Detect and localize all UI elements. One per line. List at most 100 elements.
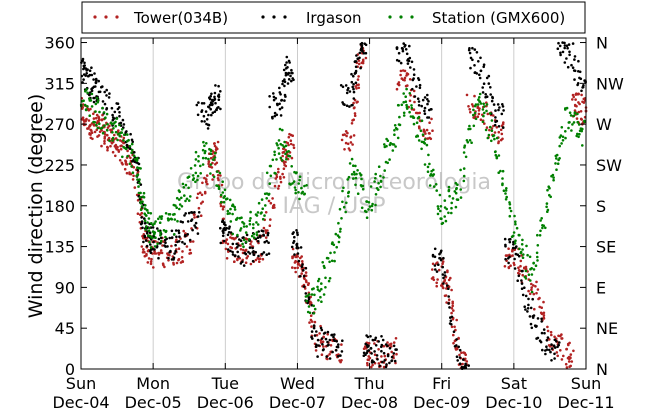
data-point <box>395 348 398 351</box>
data-point <box>558 341 561 344</box>
data-point <box>504 245 507 248</box>
data-point <box>275 175 279 179</box>
data-point <box>532 261 535 265</box>
data-point <box>402 101 406 104</box>
data-point <box>453 345 457 348</box>
data-point <box>393 124 397 127</box>
data-point <box>291 182 294 185</box>
data-point <box>292 143 295 147</box>
data-point <box>477 60 480 63</box>
data-point <box>140 205 144 208</box>
data-point <box>398 123 402 127</box>
data-point <box>384 343 388 346</box>
data-point <box>348 149 352 152</box>
data-point <box>286 82 290 85</box>
data-point <box>209 152 212 155</box>
data-point <box>306 301 310 305</box>
data-point <box>346 131 349 135</box>
data-point <box>177 258 180 262</box>
data-point <box>255 231 259 234</box>
data-point <box>346 142 350 146</box>
data-point <box>557 41 560 45</box>
data-point <box>357 86 361 90</box>
data-point <box>128 162 132 166</box>
grid-lines <box>152 38 515 369</box>
data-point <box>195 196 199 200</box>
data-point <box>417 104 421 107</box>
axis-ticks: 04590135180225270315360NNEESESSWWNWNSunD… <box>44 34 624 409</box>
data-point <box>137 185 140 188</box>
data-point <box>184 183 188 187</box>
data-point <box>94 102 98 106</box>
data-point <box>149 243 152 246</box>
data-point <box>455 318 459 322</box>
data-point <box>196 232 200 235</box>
data-point <box>360 44 364 47</box>
data-point <box>138 221 142 224</box>
data-point <box>489 93 493 96</box>
data-point <box>246 238 249 241</box>
data-point <box>154 220 157 223</box>
data-point <box>354 71 358 75</box>
data-point <box>497 171 501 174</box>
data-point <box>485 76 489 80</box>
data-point <box>514 239 517 242</box>
data-point <box>204 156 208 160</box>
data-point <box>244 261 248 265</box>
data-point <box>402 92 406 95</box>
data-point <box>454 191 458 195</box>
data-point <box>180 205 184 208</box>
data-point <box>301 260 304 263</box>
data-point <box>405 107 409 110</box>
data-point <box>497 140 501 143</box>
data-point <box>186 220 190 223</box>
data-point <box>196 192 200 196</box>
data-point <box>296 266 300 270</box>
data-point <box>256 211 260 214</box>
data-point <box>527 303 530 307</box>
data-point <box>567 43 571 46</box>
data-point <box>526 310 529 313</box>
data-point <box>338 359 341 362</box>
data-point <box>558 144 561 148</box>
data-point <box>258 260 261 264</box>
data-point <box>560 126 564 129</box>
data-point <box>391 149 395 152</box>
data-point <box>341 85 345 89</box>
data-point <box>283 163 286 167</box>
data-point <box>516 253 519 256</box>
data-point <box>388 346 392 350</box>
data-point <box>277 187 280 190</box>
data-point <box>475 72 479 75</box>
data-point <box>192 177 196 180</box>
data-point <box>388 143 392 147</box>
data-point <box>262 251 266 254</box>
legend-marker-station <box>399 15 403 19</box>
data-point <box>521 248 524 251</box>
data-point <box>362 351 366 355</box>
data-point <box>181 240 184 244</box>
data-point <box>219 226 222 230</box>
data-point <box>119 147 123 151</box>
data-point <box>462 167 466 170</box>
data-point <box>101 113 104 117</box>
data-point <box>281 128 284 132</box>
data-point <box>532 284 535 287</box>
data-point <box>108 139 111 142</box>
data-point <box>482 63 486 66</box>
data-point <box>118 159 122 162</box>
data-point <box>412 77 415 80</box>
data-point <box>282 68 286 72</box>
data-point <box>207 162 210 166</box>
data-point <box>88 73 92 77</box>
data-point <box>431 129 434 132</box>
data-point <box>127 138 130 142</box>
data-point <box>326 340 329 344</box>
data-point <box>293 235 296 239</box>
data-point <box>578 102 581 106</box>
data-point <box>319 341 323 344</box>
data-point <box>206 182 209 186</box>
data-point <box>579 117 583 121</box>
data-point <box>138 178 141 181</box>
data-point <box>92 124 96 127</box>
